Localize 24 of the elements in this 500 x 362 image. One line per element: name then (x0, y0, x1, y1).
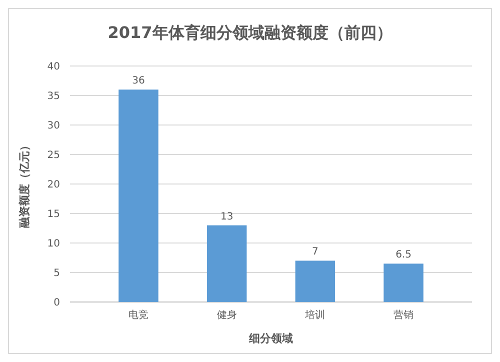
data-label: 6.5 (396, 250, 412, 261)
x-tick-label: 培训 (304, 309, 326, 321)
bar (295, 260, 336, 302)
bar (384, 264, 424, 302)
data-label: 13 (220, 211, 234, 222)
bar (118, 90, 158, 302)
y-tick-label: 25 (47, 150, 60, 161)
chart-title: 2017年体育细分领域融资额度（前四） (108, 23, 392, 42)
x-tick-label: 电竞 (128, 309, 148, 321)
y-tick-label: 30 (47, 120, 60, 132)
bar (206, 225, 247, 302)
y-axis-title: 融资额度（亿元） (18, 140, 31, 228)
x-tick-label: 营销 (394, 309, 414, 321)
y-tick-label: 5 (54, 268, 60, 279)
data-label: 7 (312, 246, 318, 258)
x-tick-label: 健身 (216, 309, 237, 321)
y-tick-label: 15 (47, 209, 60, 220)
y-tick-label: 0 (54, 298, 60, 308)
y-tick-label: 10 (47, 238, 60, 250)
y-tick-label: 40 (47, 62, 60, 72)
y-tick-label: 35 (47, 91, 60, 102)
data-label: 36 (132, 76, 145, 87)
x-axis-title: 细分领域 (248, 332, 293, 345)
y-tick-label: 20 (47, 180, 60, 190)
